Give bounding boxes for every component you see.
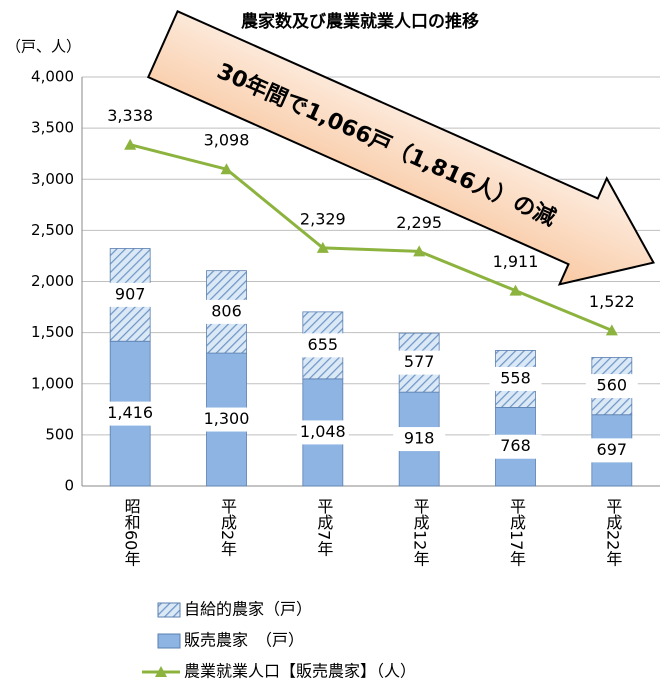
data-label: 1,911 bbox=[493, 252, 539, 271]
data-label: 918 bbox=[404, 429, 435, 448]
data-label: 2,329 bbox=[300, 209, 346, 228]
label-bg bbox=[393, 350, 446, 375]
x-tick-label: 平成17年 bbox=[507, 498, 526, 566]
x-tick-label: 昭和60年 bbox=[122, 498, 141, 566]
y-tick-label: 2,500 bbox=[31, 221, 74, 239]
y-tick-label: 1,000 bbox=[31, 374, 74, 392]
legend-swatch bbox=[157, 633, 181, 649]
annotation-arrow: 30年間で1,066戸（1,816人）の減 bbox=[146, 10, 656, 286]
data-label: 3,338 bbox=[107, 106, 153, 125]
label-bg bbox=[296, 420, 349, 445]
legend-swatch bbox=[157, 602, 181, 618]
y-tick-label: 3,500 bbox=[31, 119, 74, 137]
line-marker bbox=[413, 245, 426, 257]
line-series bbox=[129, 143, 613, 332]
data-label: 577 bbox=[404, 352, 435, 371]
x-tick-label: 平成22年 bbox=[603, 498, 622, 566]
label-bg bbox=[489, 434, 542, 459]
chart-title: 農家数及び農業就業人口の推移 bbox=[241, 11, 479, 32]
legend-label: 農業就業人口【販売農家】（人） bbox=[184, 662, 416, 681]
label-bg bbox=[200, 407, 253, 432]
data-label: 907 bbox=[115, 284, 146, 303]
data-label: 768 bbox=[500, 436, 531, 455]
arrow-shape bbox=[146, 10, 656, 286]
data-label: 1,300 bbox=[204, 409, 250, 428]
data-label: 697 bbox=[597, 440, 628, 459]
label-bg bbox=[393, 427, 446, 452]
label-bg bbox=[585, 438, 638, 463]
data-label: 2,295 bbox=[396, 213, 442, 232]
label-bg bbox=[585, 374, 638, 399]
label-bg bbox=[489, 366, 542, 391]
line-marker bbox=[509, 284, 522, 296]
x-tick-label: 平成7年 bbox=[314, 498, 333, 556]
line-marker bbox=[124, 138, 137, 150]
data-label: 3,098 bbox=[204, 131, 250, 150]
y-axis-label: （戸、人） bbox=[6, 38, 81, 56]
label-bg bbox=[200, 299, 253, 324]
data-label: 806 bbox=[211, 301, 242, 320]
data-label: 1,416 bbox=[107, 403, 153, 422]
line-marker bbox=[605, 324, 618, 336]
annotation: 30年間で1,066戸（1,816人）の減 bbox=[213, 58, 560, 231]
label-bg bbox=[104, 401, 157, 426]
line-marker bbox=[220, 163, 233, 175]
data-label: 560 bbox=[597, 376, 628, 395]
legend-label: 販売農家 （戸） bbox=[184, 631, 304, 650]
label-bg bbox=[296, 333, 349, 358]
data-label: 558 bbox=[500, 368, 531, 387]
data-label: 655 bbox=[308, 335, 339, 354]
y-tick-label: 4,000 bbox=[31, 68, 74, 86]
line-marker bbox=[316, 241, 329, 253]
label-bg bbox=[104, 282, 157, 307]
legend-label: 自給的農家（戸） bbox=[184, 600, 312, 619]
x-tick-label: 平成12年 bbox=[411, 498, 430, 566]
legend-marker bbox=[155, 666, 167, 677]
y-tick-label: 3,000 bbox=[31, 170, 74, 188]
data-label: 1,522 bbox=[589, 292, 635, 311]
x-tick-label: 平成2年 bbox=[218, 498, 237, 556]
y-tick-label: 500 bbox=[45, 425, 74, 443]
data-label: 1,048 bbox=[300, 422, 346, 441]
y-tick-label: 1,500 bbox=[31, 323, 74, 341]
y-tick-label: 0 bbox=[64, 477, 74, 495]
y-tick-label: 2,000 bbox=[31, 272, 74, 290]
